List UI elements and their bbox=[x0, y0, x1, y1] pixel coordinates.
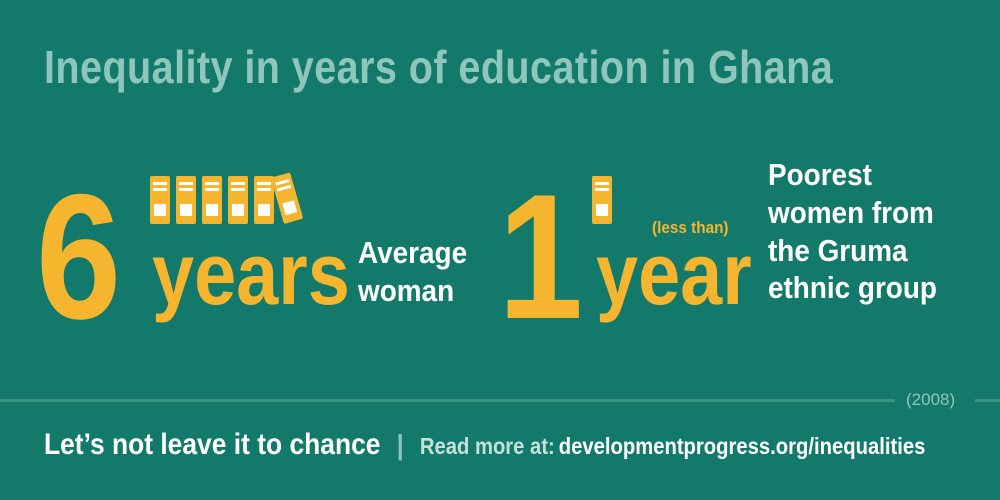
description-line: Average bbox=[358, 235, 468, 270]
divider-line bbox=[0, 399, 895, 402]
book-icon bbox=[228, 176, 248, 224]
stat-unit-average: years bbox=[152, 224, 350, 323]
description-line: woman bbox=[358, 272, 455, 308]
infographic-title: Inequality in years of education in Ghan… bbox=[44, 41, 834, 93]
divider-line-end bbox=[975, 399, 1000, 402]
stat-number-poorest: 1 bbox=[498, 157, 584, 356]
description-line: women from bbox=[768, 194, 934, 230]
book-icon-tilted bbox=[270, 172, 304, 224]
description-line: Poorest bbox=[768, 157, 872, 192]
stat-number-average: 6 bbox=[36, 157, 122, 356]
footer-slogan: Let’s not leave it to chance bbox=[44, 428, 381, 461]
book-icon bbox=[254, 176, 274, 224]
read-more-label: Read more at: bbox=[419, 433, 555, 459]
description-line: ethnic group bbox=[768, 270, 937, 306]
description-line: the Gruma bbox=[768, 232, 908, 268]
year-note: (2008) bbox=[906, 390, 956, 409]
qualifier-label: (less than) bbox=[652, 218, 729, 237]
read-more-link[interactable]: developmentprogress.org/inequalities bbox=[558, 433, 926, 459]
book-icon bbox=[176, 176, 196, 224]
footer-separator: | bbox=[396, 429, 404, 460]
book-icon bbox=[592, 176, 612, 224]
stat-description-average: Average woman bbox=[358, 234, 467, 310]
book-icon bbox=[150, 176, 170, 224]
stat-unit-poorest: year bbox=[596, 224, 752, 323]
footer: Let’s not leave it to chance | Read more… bbox=[44, 428, 925, 462]
stat-description-poorest: Poorest women from the Gruma ethnic grou… bbox=[768, 156, 937, 307]
book-icon bbox=[202, 176, 222, 224]
